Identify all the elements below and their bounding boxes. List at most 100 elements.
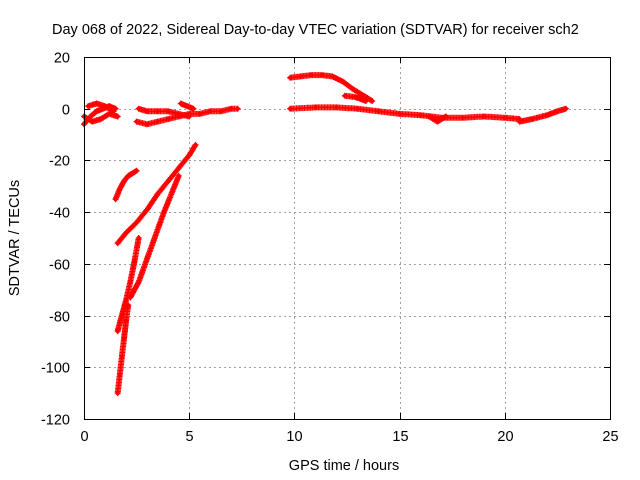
data-point <box>187 153 192 158</box>
y-tick-label: 20 <box>54 51 70 67</box>
series-track-12 <box>287 72 376 104</box>
series-markers <box>112 167 140 203</box>
y-axis-label: SDTVAR / TECUs <box>7 180 23 296</box>
data-point <box>298 74 303 79</box>
data-point <box>319 72 324 78</box>
data-point <box>126 303 131 308</box>
data-point <box>351 87 356 92</box>
data-point <box>136 106 141 111</box>
data-point <box>176 114 181 119</box>
data-point <box>107 111 112 117</box>
data-point <box>130 171 135 176</box>
data-point <box>502 115 507 121</box>
data-point <box>155 109 160 114</box>
data-point <box>435 119 440 124</box>
x-tick-label: 15 <box>392 429 408 445</box>
data-point <box>161 209 167 215</box>
data-point <box>530 116 535 122</box>
data-point <box>218 109 223 114</box>
data-point <box>121 178 127 184</box>
data-point <box>353 94 358 100</box>
data-point <box>288 106 293 111</box>
data-point <box>555 109 560 114</box>
chart-title: Day 068 of 2022, Sidereal Day-to-day VTE… <box>52 22 579 38</box>
data-point <box>119 313 125 318</box>
y-tick-label: -40 <box>49 206 70 222</box>
y-tick-label: 0 <box>62 103 70 119</box>
data-point <box>128 295 133 300</box>
data-point <box>544 113 550 118</box>
x-tick-label: 20 <box>497 429 513 445</box>
data-point <box>166 109 171 114</box>
data-point <box>123 318 129 323</box>
data-point <box>170 189 175 194</box>
data-point <box>397 111 402 117</box>
data-point <box>123 297 129 303</box>
data-point <box>361 93 366 99</box>
series-track-13 <box>341 92 369 104</box>
series-markers <box>287 104 523 123</box>
data-point <box>123 230 129 235</box>
data-point <box>418 113 423 118</box>
series-track-4 <box>112 167 140 203</box>
series-track-8 <box>127 172 182 301</box>
data-point <box>119 354 125 360</box>
data-marks <box>81 72 569 397</box>
data-point <box>355 106 360 111</box>
data-point <box>94 109 99 114</box>
data-point <box>115 241 120 246</box>
y-tick-label: -20 <box>49 154 70 170</box>
series-track-3 <box>85 100 117 115</box>
x-tick-label: 25 <box>602 429 618 445</box>
data-point <box>313 105 318 110</box>
data-point <box>121 336 127 341</box>
data-point <box>136 279 141 285</box>
series-track-15 <box>426 113 449 125</box>
data-point <box>134 220 139 225</box>
data-point <box>134 119 139 124</box>
data-point <box>208 109 213 114</box>
series-track-14 <box>287 104 523 123</box>
series-track-10 <box>133 105 241 128</box>
data-point <box>517 119 522 124</box>
data-point <box>102 103 108 109</box>
data-point <box>376 109 381 114</box>
data-point <box>178 101 183 106</box>
data-point <box>115 390 120 396</box>
data-point <box>460 115 465 121</box>
data-point <box>86 103 91 109</box>
data-point <box>191 106 196 111</box>
series-track-16 <box>516 105 569 125</box>
series-track-5 <box>114 141 199 247</box>
data-point <box>155 191 160 197</box>
series-track-11 <box>177 100 197 112</box>
y-tick-label: -80 <box>49 310 70 326</box>
y-tick-label: -120 <box>41 413 70 429</box>
data-point <box>90 119 95 124</box>
data-point <box>193 142 198 148</box>
data-point <box>111 109 116 114</box>
data-point <box>334 105 339 110</box>
data-point <box>426 114 432 119</box>
data-point <box>98 116 104 122</box>
series-track-6 <box>114 235 142 335</box>
data-point <box>443 114 449 119</box>
data-point <box>155 119 160 124</box>
data-point <box>330 74 335 79</box>
data-point <box>309 72 314 78</box>
data-point <box>117 372 123 378</box>
data-point <box>184 103 190 109</box>
data-point <box>197 111 202 117</box>
axis-ticks: 0 5 10 15 20 25 -120 -100 -80 -60 -40 -20 0 20 <box>41 51 619 446</box>
data-point <box>144 109 150 114</box>
data-point <box>176 166 181 171</box>
data-point <box>342 93 348 99</box>
data-point <box>235 106 240 111</box>
data-point <box>115 328 120 334</box>
x-tick-label: 10 <box>286 429 302 445</box>
data-point <box>144 122 150 127</box>
series-markers <box>516 105 569 125</box>
data-point <box>115 114 120 119</box>
data-point <box>187 111 192 117</box>
